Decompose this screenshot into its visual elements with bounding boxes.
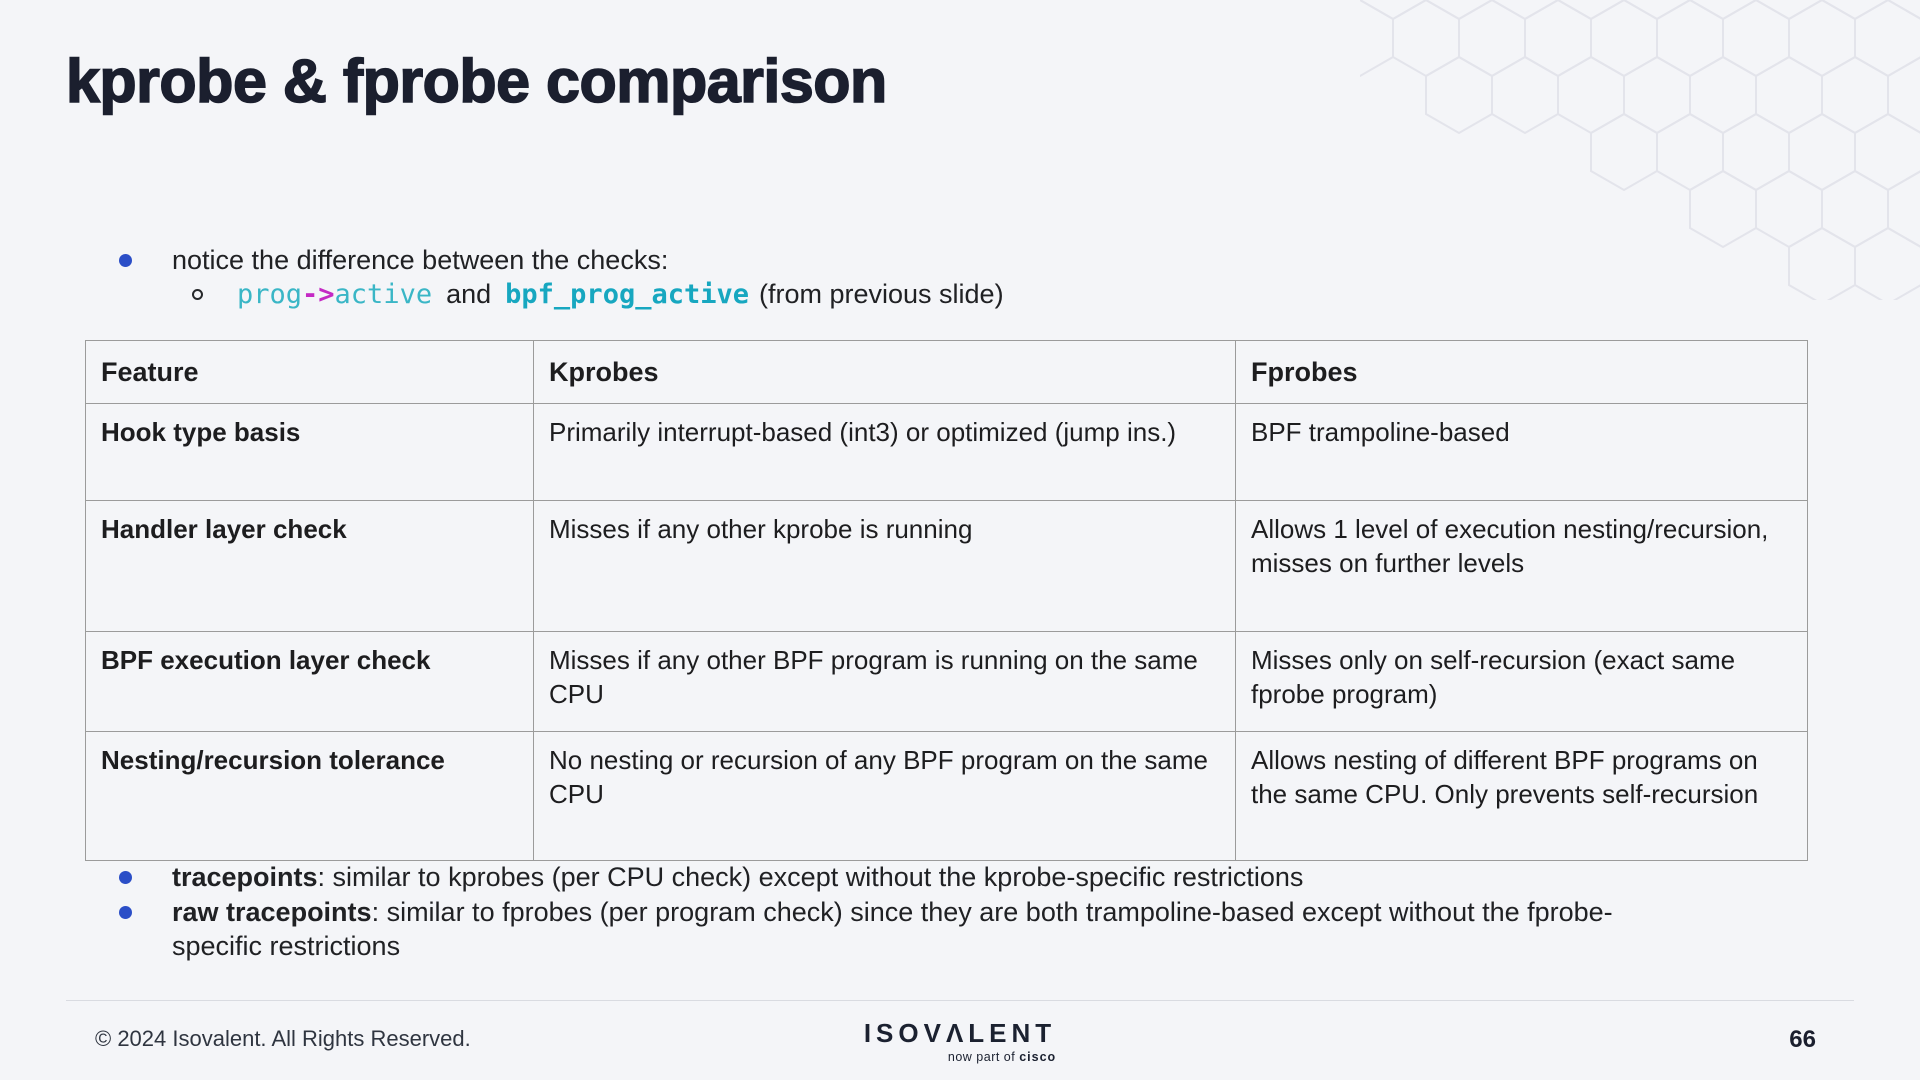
cell-fprobes: BPF trampoline-based [1235, 403, 1808, 501]
code-active: active [334, 279, 433, 310]
cell-kprobes: No nesting or recursion of any BPF progr… [533, 731, 1236, 861]
bullet-dot-icon [119, 871, 132, 884]
copyright-text: © 2024 Isovalent. All Rights Reserved. [95, 1026, 471, 1051]
intro-bullets: notice the difference between the checks… [119, 243, 1004, 312]
cell-kprobes: Misses if any other kprobe is running [533, 500, 1236, 632]
code-prog: prog [237, 279, 303, 310]
footer-divider [66, 1000, 1854, 1001]
note-term: raw tracepoints [172, 897, 372, 927]
isovalent-logo: ISOVΛLENT now part of cisco [864, 1018, 1056, 1064]
bullet-dot-icon [119, 253, 132, 267]
column-header-feature: Feature [85, 340, 534, 404]
hexagon-pattern-decoration [1360, 0, 1920, 300]
logo-text-prefix: ISOV [863, 1018, 946, 1048]
cell-fprobes: Allows nesting of different BPF programs… [1235, 731, 1808, 861]
note-text: tracepoints: similar to kprobes (per CPU… [172, 860, 1662, 894]
code-arrow: -> [302, 279, 335, 310]
table-header-row: Feature Kprobes Fprobes [85, 340, 1808, 404]
table-row: Hook type basis Primarily interrupt-base… [85, 403, 1808, 501]
code-snippet: prog->active and bpf_prog_active (from prev… [237, 277, 1004, 312]
column-header-fprobes: Fprobes [1235, 340, 1808, 404]
note-rest: : similar to fprobes (per program check)… [172, 897, 1613, 961]
isovalent-logo-text: ISOVΛLENT [864, 1018, 1056, 1049]
cell-feature: Hook type basis [85, 403, 534, 501]
note-rest: : similar to kprobes (per CPU check) exc… [317, 862, 1304, 892]
cell-kprobes: Misses if any other BPF program is runni… [533, 631, 1236, 732]
cell-fprobes: Allows 1 level of execution nesting/recu… [1235, 500, 1808, 632]
bullet-dot-icon [119, 906, 132, 919]
code-identifier: bpf_prog_active [505, 279, 749, 310]
table-row: Nesting/recursion tolerance No nesting o… [85, 731, 1808, 861]
circle-bullet-icon [192, 289, 203, 300]
cell-feature: Nesting/recursion tolerance [85, 731, 534, 861]
cisco-brand-text: cisco [1019, 1050, 1057, 1064]
comparison-table: Feature Kprobes Fprobes Hook type basis … [85, 340, 1808, 861]
cell-feature: Handler layer check [85, 500, 534, 632]
bullet-item: raw tracepoints: similar to fprobes (per… [119, 895, 1662, 963]
page-number: 66 [1789, 1026, 1816, 1053]
bullet-item: tracepoints: similar to kprobes (per CPU… [119, 860, 1662, 894]
page-title: kprobe & fprobe comparison [65, 46, 888, 116]
code-connector: and [446, 279, 492, 309]
table-row: BPF execution layer check Misses if any … [85, 631, 1808, 732]
logo-tagline: now part of cisco [864, 1050, 1056, 1064]
bullet-item: notice the difference between the checks… [119, 243, 1004, 277]
bullet-text: notice the difference between the checks… [172, 245, 669, 275]
note-text: raw tracepoints: similar to fprobes (per… [172, 895, 1662, 963]
cell-kprobes: Primarily interrupt-based (int3) or opti… [533, 403, 1236, 501]
cell-feature: BPF execution layer check [85, 631, 534, 732]
cell-fprobes: Misses only on self-recursion (exact sam… [1235, 631, 1808, 732]
footnote-bullets: tracepoints: similar to kprobes (per CPU… [119, 860, 1662, 964]
tagline-prefix: now part of [947, 1050, 1020, 1064]
sub-bullet-item: prog->active and bpf_prog_active (from prev… [192, 277, 1004, 312]
code-suffix: (from previous slide) [759, 279, 1004, 309]
logo-text-suffix: LENT [968, 1018, 1057, 1048]
logo-triangle-a-icon: Λ [945, 1018, 969, 1048]
note-term: tracepoints [172, 862, 318, 892]
column-header-kprobes: Kprobes [533, 340, 1236, 404]
table-row: Handler layer check Misses if any other … [85, 500, 1808, 632]
